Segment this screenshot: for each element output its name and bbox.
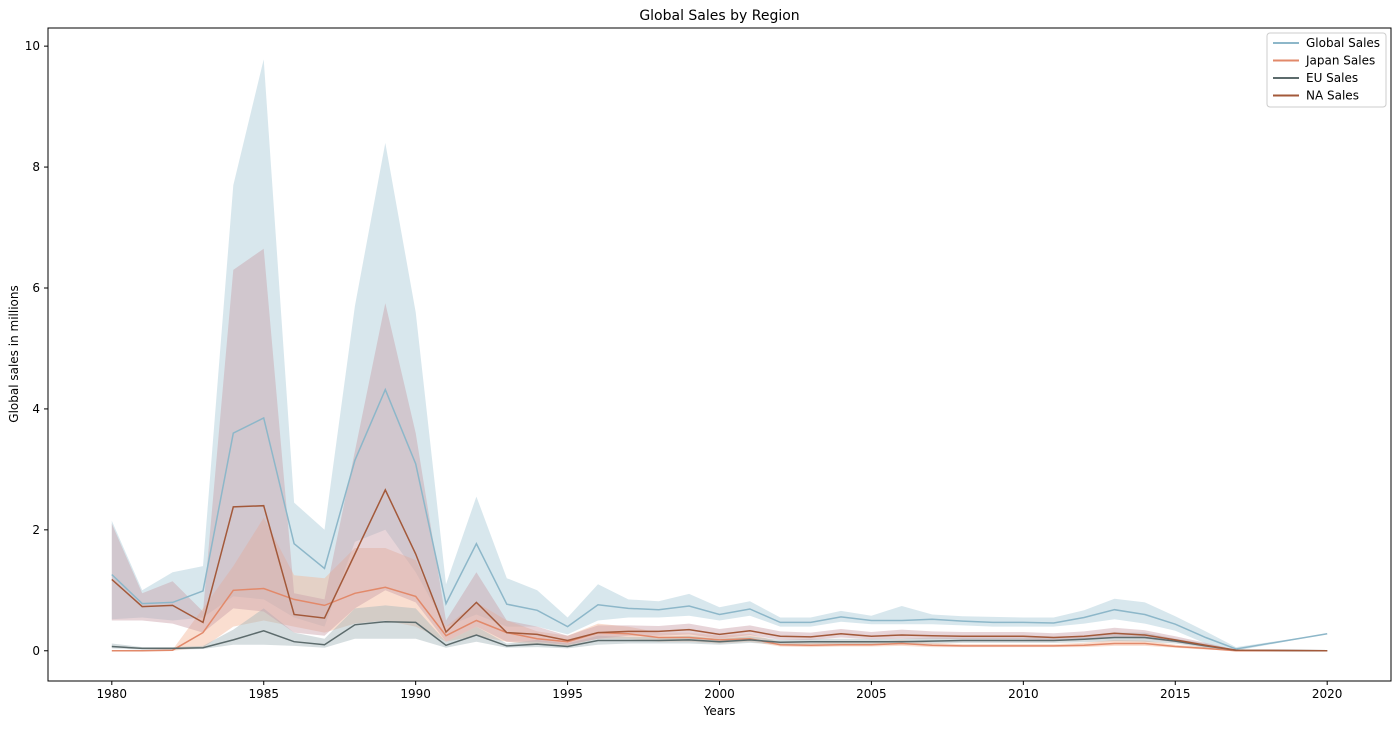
x-tick-label: 1995 (552, 687, 583, 701)
y-tick-label: 6 (32, 281, 40, 295)
y-tick-label: 8 (32, 160, 40, 174)
line-series-0 (111, 387, 1328, 650)
line-series-2 (111, 620, 1328, 652)
x-tick-label: 1980 (97, 687, 128, 701)
chart-title: Global Sales by Region (639, 8, 799, 24)
y-axis-label: Global sales in millions (7, 285, 21, 422)
y-tick-label: 10 (25, 39, 40, 53)
legend-label: EU Sales (1306, 71, 1358, 85)
legend-box (1266, 32, 1387, 108)
confidence-bands (111, 59, 1328, 651)
x-tick-label: 2020 (1312, 687, 1343, 701)
y-tick-label: 4 (32, 402, 40, 416)
legend-label: NA Sales (1306, 89, 1359, 103)
y-axis: 0 2 4 6 8 10 (25, 39, 48, 658)
line-series-3 (111, 488, 1328, 652)
line-series-1 (111, 586, 1328, 652)
band-series-2 (111, 605, 1328, 651)
legend: Global Sales Japan Sales EU Sales NA Sales (1266, 32, 1387, 108)
legend-label: Global Sales (1306, 36, 1380, 50)
band-series-3 (111, 248, 1328, 651)
band-series-0 (111, 59, 1328, 651)
legend-label: Japan Sales (1305, 54, 1375, 68)
y-tick-label: 2 (32, 523, 40, 537)
x-tick-label: 1990 (400, 687, 431, 701)
band-series-1 (111, 517, 1328, 651)
x-tick-label: 2015 (1160, 687, 1191, 701)
x-axis: 1980 1985 1990 1995 2000 2005 2010 2015 2020 (97, 681, 1343, 701)
x-tick-label: 2005 (856, 687, 887, 701)
series-lines (111, 387, 1328, 652)
y-tick-label: 0 (32, 644, 40, 658)
x-axis-label: Years (703, 704, 736, 718)
x-tick-label: 1985 (248, 687, 279, 701)
x-tick-label: 2010 (1008, 687, 1039, 701)
x-tick-label: 2000 (704, 687, 735, 701)
